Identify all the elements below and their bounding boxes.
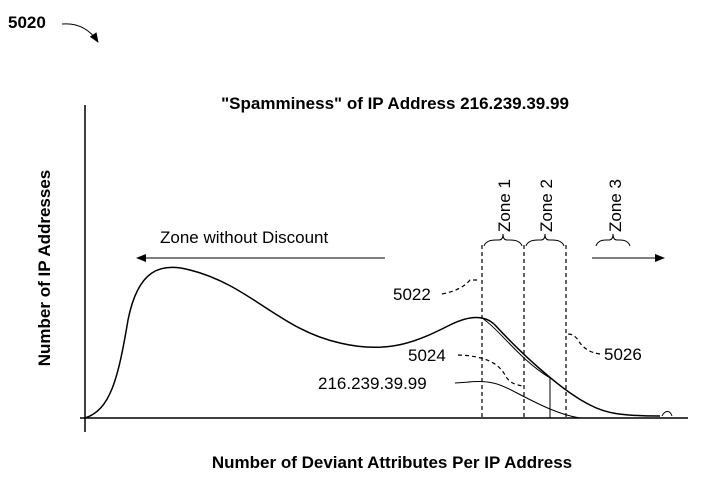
ip-curve <box>467 381 581 419</box>
y-axis-label: Number of IP Addresses <box>35 170 54 367</box>
callout: 5022 <box>393 285 431 304</box>
zone-label: Zone 1 <box>495 179 514 232</box>
discounted-curve <box>481 317 551 418</box>
leader-line <box>441 279 480 295</box>
callout: 5024 <box>408 346 446 365</box>
x-axis-label: Number of Deviant Attributes Per IP Addr… <box>212 453 572 472</box>
callout: 5026 <box>604 345 642 364</box>
zone-label: Zone 2 <box>537 179 556 232</box>
zone-label: Zone 3 <box>606 179 625 232</box>
tail-bump <box>661 411 673 417</box>
figure-ref: 5020 <box>8 13 46 32</box>
zone-brace <box>483 233 523 247</box>
zone-brace <box>525 233 565 247</box>
distribution-curve <box>84 266 661 419</box>
zone-without-discount: Zone without Discount <box>160 228 328 247</box>
leader-line <box>457 354 525 387</box>
callout: 216.239.39.99 <box>318 374 427 393</box>
ref-arrow <box>61 23 99 43</box>
zone-brace <box>595 233 631 247</box>
leader-line <box>567 333 601 355</box>
title: "Spamminess" of IP Address 216.239.39.99 <box>221 94 569 113</box>
leader-line <box>454 381 471 384</box>
